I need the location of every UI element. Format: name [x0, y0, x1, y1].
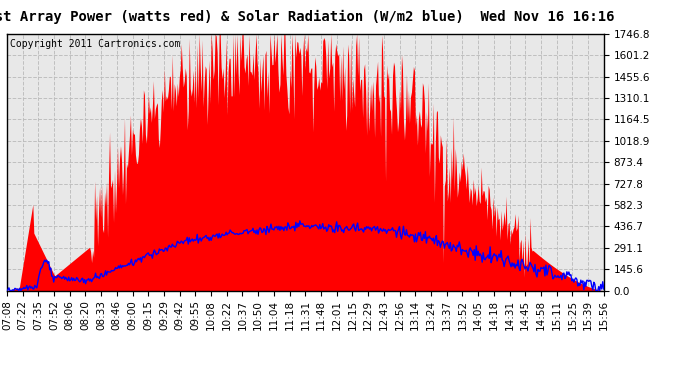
Text: West Array Power (watts red) & Solar Radiation (W/m2 blue)  Wed Nov 16 16:16: West Array Power (watts red) & Solar Rad… [0, 9, 615, 24]
Text: Copyright 2011 Cartronics.com: Copyright 2011 Cartronics.com [10, 39, 180, 49]
